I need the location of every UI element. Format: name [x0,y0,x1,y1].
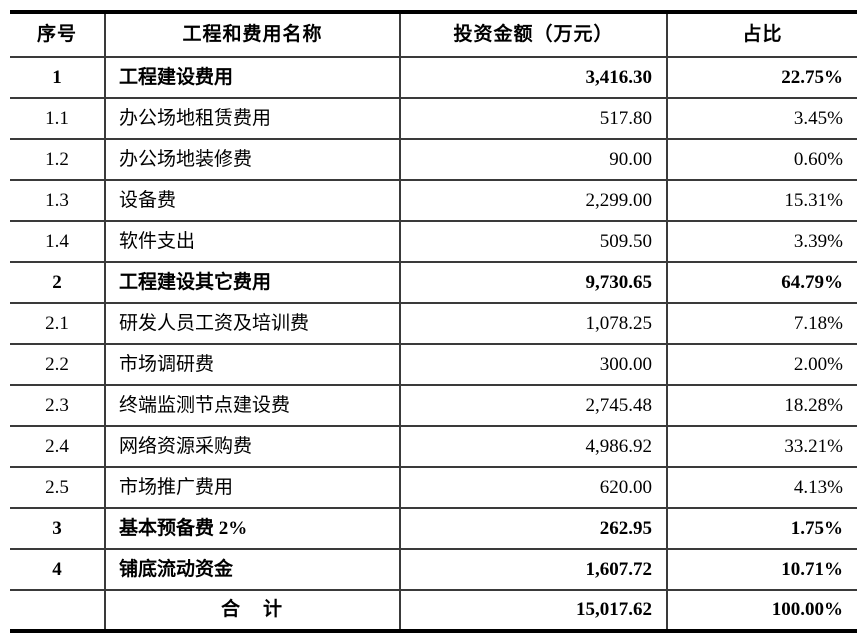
cell-investment-amount: 3,416.30 [399,56,668,99]
cell-expense-name: 设备费 [104,179,401,222]
cell-investment-amount: 517.80 [399,97,668,140]
column-header-amount: 投资金额（万元） [399,11,668,58]
cell-investment-amount: 2,299.00 [399,179,668,222]
table-row: 1.1 办公场地租赁费用 517.80 3.45% [10,97,857,140]
cell-sequence-no: 2.4 [10,425,106,468]
column-header-no: 序号 [10,11,106,58]
header-row: 序号 工程和费用名称 投资金额（万元） 占比 [10,11,857,58]
cell-expense-name: 办公场地装修费 [104,138,401,181]
table-row: 2.2 市场调研费 300.00 2.00% [10,343,857,386]
cell-expense-name: 终端监测节点建设费 [104,384,401,427]
cell-percentage: 22.75% [666,56,857,99]
cell-expense-name: 市场推广费用 [104,466,401,509]
cell-investment-amount: 620.00 [399,466,668,509]
cell-percentage: 0.60% [666,138,857,181]
cell-percentage: 18.28% [666,384,857,427]
cell-expense-name: 办公场地租赁费用 [104,97,401,140]
expense-table: 序号 工程和费用名称 投资金额（万元） 占比 1 工程建设费用 3,416.30 22… [10,10,857,633]
cell-sequence-no: 2.1 [10,302,106,345]
cell-percentage: 4.13% [666,466,857,509]
cell-expense-name: 工程建设其它费用 [104,261,401,304]
cell-investment-amount: 1,078.25 [399,302,668,345]
cell-expense-name: 工程建设费用 [104,56,401,99]
cell-percentage: 10.71% [666,548,857,591]
cell-percentage: 7.18% [666,302,857,345]
cell-expense-name: 基本预备费 2% [104,507,401,550]
table-row: 4 铺底流动资金 1,607.72 10.71% [10,548,857,591]
total-row: 合 计 15,017.62 100.00% [10,589,857,632]
cell-investment-amount: 509.50 [399,220,668,263]
cell-investment-amount: 300.00 [399,343,668,386]
cell-percentage: 1.75% [666,507,857,550]
cell-investment-amount: 15,017.62 [399,589,668,632]
table-row: 3 基本预备费 2% 262.95 1.75% [10,507,857,550]
cell-expense-name: 合 计 [104,589,401,632]
cell-sequence-no: 1.4 [10,220,106,263]
table-row: 2 工程建设其它费用 9,730.65 64.79% [10,261,857,304]
column-header-pct: 占比 [666,11,857,58]
table-row: 2.5 市场推广费用 620.00 4.13% [10,466,857,509]
table-row: 1 工程建设费用 3,416.30 22.75% [10,56,857,99]
cell-percentage: 15.31% [666,179,857,222]
cell-sequence-no: 2.5 [10,466,106,509]
cell-sequence-no: 2.3 [10,384,106,427]
cell-sequence-no: 1 [10,56,106,99]
cell-percentage: 3.39% [666,220,857,263]
cell-percentage: 100.00% [666,589,857,632]
table-header: 序号 工程和费用名称 投资金额（万元） 占比 [10,11,857,58]
cell-sequence-no: 4 [10,548,106,591]
cell-investment-amount: 4,986.92 [399,425,668,468]
cell-expense-name: 研发人员工资及培训费 [104,302,401,345]
cell-investment-amount: 90.00 [399,138,668,181]
cell-sequence-no: 2 [10,261,106,304]
table-row: 1.3 设备费 2,299.00 15.31% [10,179,857,222]
cell-sequence-no [10,589,106,632]
cell-sequence-no: 3 [10,507,106,550]
cell-expense-name: 铺底流动资金 [104,548,401,591]
cell-sequence-no: 2.2 [10,343,106,386]
cell-percentage: 33.21% [666,425,857,468]
table-row: 1.4 软件支出 509.50 3.39% [10,220,857,263]
cell-percentage: 3.45% [666,97,857,140]
column-header-name: 工程和费用名称 [104,11,401,58]
cell-sequence-no: 1.1 [10,97,106,140]
table-row: 2.4 网络资源采购费 4,986.92 33.21% [10,425,857,468]
table-row: 1.2 办公场地装修费 90.00 0.60% [10,138,857,181]
table-row: 2.1 研发人员工资及培训费 1,078.25 7.18% [10,302,857,345]
cell-expense-name: 市场调研费 [104,343,401,386]
table-row: 2.3 终端监测节点建设费 2,745.48 18.28% [10,384,857,427]
cell-investment-amount: 1,607.72 [399,548,668,591]
cell-investment-amount: 9,730.65 [399,261,668,304]
cell-investment-amount: 2,745.48 [399,384,668,427]
cell-expense-name: 软件支出 [104,220,401,263]
cell-percentage: 64.79% [666,261,857,304]
cell-percentage: 2.00% [666,343,857,386]
table-body: 1 工程建设费用 3,416.30 22.75% 1.1 办公场地租赁费用 517.80 3.… [10,56,857,632]
cell-sequence-no: 1.3 [10,179,106,222]
cell-investment-amount: 262.95 [399,507,668,550]
cell-sequence-no: 1.2 [10,138,106,181]
cell-expense-name: 网络资源采购费 [104,425,401,468]
